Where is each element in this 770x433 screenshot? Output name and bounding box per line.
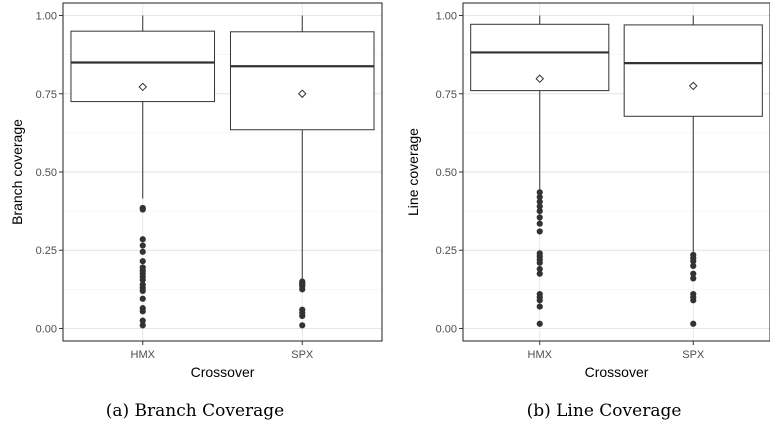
outlier-point: [690, 262, 697, 269]
y-tick-label: 0.00: [36, 323, 57, 335]
y-tick-label: 0.75: [436, 89, 457, 101]
outlier-point: [139, 248, 146, 255]
x-tick-label: HMX: [131, 349, 156, 361]
outlier-point: [536, 259, 543, 266]
outlier-point: [139, 276, 146, 284]
outlier-point: [690, 297, 697, 304]
x-tick-label: SPX: [682, 349, 705, 361]
outlier-point: [536, 198, 543, 205]
y-tick-label: 0.25: [36, 245, 57, 257]
outlier-point: [139, 322, 146, 329]
y-tick-label: 1.00: [36, 11, 57, 23]
outlier-point: [536, 203, 543, 210]
outlier-point: [139, 317, 146, 324]
outlier-point: [139, 308, 146, 315]
mean-marker: [535, 74, 545, 84]
figure-caption: (b) Line Coverage: [527, 401, 682, 421]
box-hmx: [70, 15, 216, 329]
outlier-point: [299, 322, 306, 329]
y-tick-label: 1.00: [436, 11, 457, 23]
outlier-point: [536, 297, 543, 304]
outlier-point: [690, 320, 697, 327]
box-spx: [229, 15, 375, 329]
y-tick-label: 0.75: [36, 89, 57, 101]
outlier-point: [690, 270, 697, 277]
box-iqr: [229, 31, 375, 131]
figure-caption: (a) Branch Coverage: [106, 401, 285, 421]
outlier-point: [299, 286, 306, 293]
mean-marker: [688, 81, 698, 91]
y-axis-title: Branch coverage: [9, 119, 25, 225]
outlier-point: [536, 189, 543, 196]
y-tick-label: 0.00: [436, 323, 457, 335]
outlier-point: [536, 265, 543, 273]
box-iqr: [623, 24, 763, 117]
outlier-point: [536, 320, 543, 327]
outlier-point: [690, 275, 697, 282]
y-tick-label: 0.50: [36, 167, 57, 179]
outlier-point: [299, 312, 306, 320]
outlier-point: [139, 236, 146, 243]
chart-panel-1: 0.00 0.25 0.50 0.75 1.00 HMX SPX Crossover Branc…: [9, 2, 383, 421]
outlier-point: [139, 295, 146, 302]
outlier-point: [536, 193, 543, 201]
outlier-point: [139, 206, 146, 213]
outlier-point: [536, 303, 543, 310]
outlier-point: [690, 258, 697, 265]
mean-marker: [138, 82, 148, 92]
x-axis-title: Crossover: [585, 364, 649, 380]
outlier-point: [536, 270, 543, 277]
y-tick-label: 0.50: [436, 167, 457, 179]
outlier-point: [139, 242, 146, 249]
outlier-point: [536, 208, 543, 215]
box-hmx: [470, 15, 610, 327]
outlier-point: [536, 214, 543, 221]
x-axis-title: Crossover: [191, 364, 255, 380]
y-axis-title: Line coverage: [405, 128, 421, 216]
outlier-point: [139, 258, 146, 265]
chart-panel-2: 0.00 0.25 0.50 0.75 1.00 HMX SPX Crossover Line …: [405, 2, 770, 421]
outlier-point: [536, 220, 543, 227]
x-tick-label: SPX: [291, 349, 314, 361]
box-spx: [623, 15, 763, 327]
outlier-point: [536, 228, 543, 235]
y-tick-label: 0.25: [436, 245, 457, 257]
outlier-point: [139, 287, 146, 295]
x-tick-label: HMX: [528, 349, 553, 361]
mean-marker: [297, 89, 307, 99]
